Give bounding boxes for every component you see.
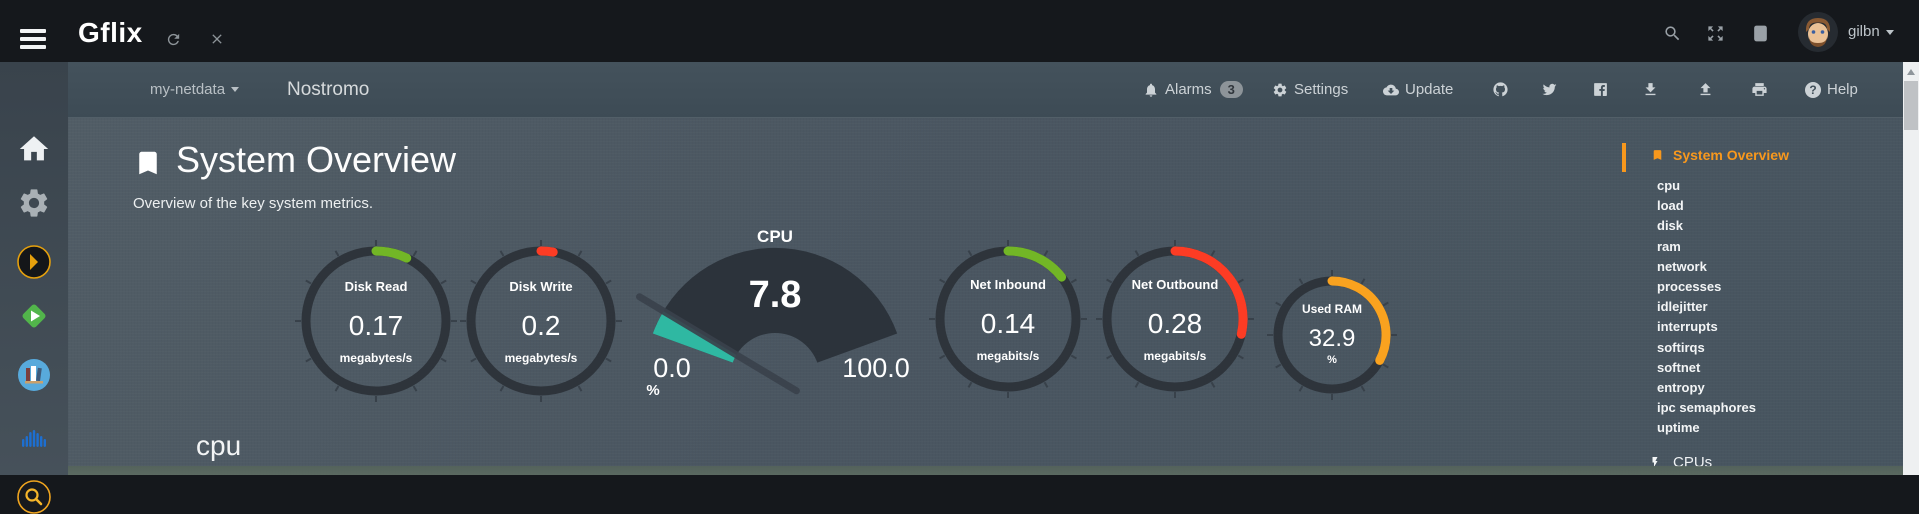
- server-dropdown[interactable]: my-netdata: [150, 62, 240, 117]
- print-icon[interactable]: [1751, 62, 1768, 117]
- menu-item-ram[interactable]: ram: [1657, 238, 1681, 254]
- gauge-graphic: [295, 240, 457, 402]
- chevron-down-icon: [1885, 29, 1894, 35]
- cloud-update-icon: [1383, 84, 1399, 95]
- page-title: System Overview: [176, 139, 457, 180]
- search-icon[interactable]: [1663, 24, 1682, 43]
- app-topbar: Gflix gilbn: [0, 0, 1919, 62]
- page-scrollbar[interactable]: [1903, 62, 1919, 475]
- chart-top-strip: [68, 466, 1903, 475]
- gauge-units: megabits/s: [1143, 349, 1207, 363]
- bookmark-icon: [139, 151, 157, 175]
- facebook-icon[interactable]: [1592, 62, 1609, 117]
- sidebar-item-home[interactable]: [17, 132, 51, 166]
- gauge-units: megabytes/s: [504, 351, 578, 365]
- menu-item-processes[interactable]: processes: [1657, 279, 1722, 295]
- cpu-gauge-graphic: [636, 247, 898, 395]
- gauge-chart-net-outbound[interactable]: Net Outbound 0.28 megabits/s: [1087, 231, 1263, 407]
- gauge-chart-net-inbound[interactable]: Net Inbound 0.14 megabits/s: [920, 231, 1096, 407]
- close-icon[interactable]: [209, 31, 225, 47]
- sidebar-item-search-app-icon[interactable]: [17, 480, 51, 514]
- scrollbar-up-arrow[interactable]: [1907, 69, 1915, 75]
- gauge-value: 0.28: [1147, 308, 1203, 339]
- sidebar-item-library-icon[interactable]: [17, 358, 51, 392]
- gauge-graphic: [460, 240, 622, 402]
- gauge-value: 32.9: [1308, 325, 1356, 352]
- bell-icon: [1145, 83, 1157, 97]
- import-snapshot-icon[interactable]: [1642, 62, 1659, 117]
- gear-icon: [1273, 83, 1287, 96]
- menu-item-system-overview[interactable]: System Overview: [1622, 143, 1892, 172]
- username-menu[interactable]: gilbn: [1848, 23, 1894, 40]
- menu-item-idlejitter[interactable]: idlejitter: [1657, 299, 1708, 315]
- cpu-gauge-title: CPU: [757, 227, 793, 246]
- question-mark-icon: ?: [1805, 81, 1821, 98]
- bookmark-icon: [1653, 150, 1662, 160]
- refresh-icon[interactable]: [165, 31, 182, 48]
- gauge-chart-disk-write[interactable]: Disk Write 0.2 megabytes/s: [453, 233, 629, 409]
- menu-item-network[interactable]: network: [1657, 258, 1707, 274]
- fullscreen-expand-icon[interactable]: [1706, 24, 1725, 43]
- gauge-value: 0.2: [521, 310, 561, 341]
- chevron-down-icon: [231, 87, 240, 92]
- netdata-navbar: my-netdata Nostromo Alarms 3 Settings Up…: [68, 62, 1903, 118]
- app-sidebar: [0, 62, 68, 514]
- cpu-gauge-min: 0.0: [653, 353, 691, 383]
- cpu-gauge-chart[interactable]: CPU 7.8 0.0 100.0 %: [620, 220, 930, 400]
- sidebar-item-emby-icon[interactable]: [17, 299, 51, 333]
- menu-item-cpu[interactable]: cpu: [1657, 178, 1681, 193]
- update-button[interactable]: Update: [1383, 62, 1453, 117]
- menu-item-disk[interactable]: disk: [1657, 218, 1684, 234]
- help-button[interactable]: ? Help: [1805, 62, 1858, 117]
- gauge-value: 0.17: [348, 310, 404, 341]
- gauge-units: megabits/s: [976, 349, 1040, 363]
- cpu-gauge-units: %: [646, 382, 660, 399]
- menu-item-softnet[interactable]: softnet: [1657, 359, 1701, 375]
- github-icon[interactable]: [1492, 62, 1509, 117]
- alarms-button[interactable]: Alarms 3: [1143, 62, 1243, 117]
- menu-item-uptime[interactable]: uptime: [1657, 420, 1700, 436]
- dashboard-content: System Overview Overview of the key syst…: [68, 118, 1903, 475]
- gauge-label: Net Outbound: [1131, 277, 1219, 292]
- settings-button[interactable]: Settings: [1272, 62, 1348, 117]
- hostname-label: Nostromo: [287, 78, 370, 100]
- gauge-chart-disk-read[interactable]: Disk Read 0.17 megabytes/s: [288, 233, 464, 409]
- gauge-label: Disk Read: [344, 279, 408, 294]
- sidebar-item-plex-icon[interactable]: [17, 245, 51, 279]
- gauge-value: 0.14: [980, 308, 1036, 339]
- gauge-label: Used RAM: [1301, 302, 1362, 316]
- gauge-label: Disk Write: [509, 279, 573, 294]
- menu-subitems: cpu load disk ram network processes idlejitter…: [1657, 176, 1892, 439]
- brand-logo[interactable]: Gflix: [78, 17, 143, 48]
- gauge-units: %: [1327, 354, 1337, 366]
- gauge-units: megabytes/s: [339, 351, 413, 365]
- bolt-icon: [1652, 456, 1658, 467]
- gauge-label: Net Inbound: [970, 277, 1046, 292]
- guide-book-icon[interactable]: [1751, 24, 1770, 43]
- hamburger-menu-icon[interactable]: [20, 29, 46, 49]
- gauge-graphic: [1267, 270, 1397, 400]
- gauge-graphic: [1096, 240, 1254, 398]
- sidebar-item-settings[interactable]: [17, 186, 51, 220]
- menu-item-ipc-semaphores[interactable]: ipc semaphores: [1657, 400, 1756, 416]
- gauge-graphic: [929, 240, 1087, 398]
- page-subtitle: Overview of the key system metrics.: [133, 195, 374, 212]
- sidebar-item-soundwave-icon[interactable]: [17, 422, 51, 456]
- user-avatar[interactable]: [1798, 12, 1838, 52]
- cpu-gauge-max: 100.0: [842, 353, 910, 383]
- cpu-gauge-value: 7.8: [748, 274, 802, 316]
- section-heading-cpu: cpu: [196, 430, 242, 461]
- alarms-count-badge: 3: [1219, 81, 1243, 98]
- gauge-chart-used-ram[interactable]: Used RAM 32.9%: [1244, 247, 1420, 423]
- menu-item-interrupts[interactable]: interrupts: [1657, 319, 1718, 335]
- menu-item-entropy[interactable]: entropy: [1657, 380, 1705, 396]
- menu-item-softirqs[interactable]: softirqs: [1657, 339, 1705, 355]
- twitter-icon[interactable]: [1541, 62, 1558, 117]
- scrollbar-thumb[interactable]: [1904, 81, 1918, 130]
- menu-item-load[interactable]: load: [1657, 198, 1684, 214]
- sections-menu: System Overview cpu load disk ram network pro…: [1622, 143, 1892, 473]
- export-snapshot-icon[interactable]: [1697, 62, 1714, 117]
